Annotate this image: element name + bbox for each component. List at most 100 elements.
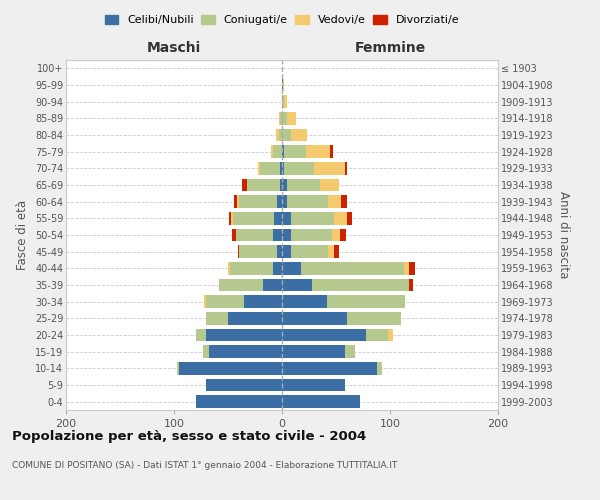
Bar — [239, 196, 277, 208]
Bar — [233, 212, 274, 224]
Text: Femmine: Femmine — [355, 41, 425, 55]
Bar — [228, 312, 282, 324]
Bar — [206, 329, 282, 341]
Bar — [263, 279, 282, 291]
Bar — [247, 179, 280, 192]
Text: COMUNE DI POSITANO (SA) - Dati ISTAT 1° gennaio 2004 - Elaborazione TUTTITALIA.I: COMUNE DI POSITANO (SA) - Dati ISTAT 1° … — [12, 460, 397, 469]
Bar — [279, 112, 280, 124]
Bar — [284, 96, 287, 108]
Bar — [179, 362, 282, 374]
Bar — [206, 312, 228, 324]
Bar — [340, 229, 346, 241]
Bar — [284, 162, 314, 174]
Bar — [206, 296, 244, 308]
Bar — [344, 346, 355, 358]
Bar — [287, 196, 328, 208]
Bar — [280, 179, 282, 192]
Text: Maschi: Maschi — [147, 41, 201, 55]
Bar — [301, 262, 404, 274]
Legend: Celibi/Nubili, Coniugati/e, Vedovi/e, Divorziati/e: Celibi/Nubili, Coniugati/e, Vedovi/e, Di… — [100, 10, 464, 30]
Bar — [231, 212, 233, 224]
Bar — [196, 329, 206, 341]
Bar — [282, 346, 344, 358]
Bar — [306, 146, 329, 158]
Bar — [280, 112, 282, 124]
Bar — [287, 112, 296, 124]
Bar — [282, 96, 284, 108]
Bar — [312, 279, 409, 291]
Bar — [239, 246, 277, 258]
Bar — [277, 246, 282, 258]
Bar — [347, 212, 352, 224]
Bar — [274, 229, 282, 241]
Bar — [274, 146, 282, 158]
Bar — [328, 296, 405, 308]
Bar — [377, 362, 382, 374]
Bar — [329, 146, 333, 158]
Bar — [277, 196, 282, 208]
Text: Popolazione per età, sesso e stato civile - 2004: Popolazione per età, sesso e stato civil… — [12, 430, 366, 443]
Bar — [287, 179, 320, 192]
Y-axis label: Fasce di età: Fasce di età — [16, 200, 29, 270]
Bar — [388, 329, 393, 341]
Bar — [282, 279, 312, 291]
Bar — [220, 279, 263, 291]
Bar — [282, 212, 290, 224]
Bar — [229, 212, 231, 224]
Bar — [282, 196, 287, 208]
Bar — [196, 396, 282, 408]
Bar — [260, 162, 280, 174]
Bar — [320, 179, 339, 192]
Bar — [236, 196, 239, 208]
Bar — [230, 262, 274, 274]
Bar — [282, 229, 290, 241]
Bar — [282, 396, 360, 408]
Bar — [236, 229, 274, 241]
Bar — [284, 146, 306, 158]
Bar — [290, 246, 328, 258]
Bar — [244, 296, 282, 308]
Bar — [258, 162, 260, 174]
Bar — [282, 262, 301, 274]
Bar — [282, 246, 290, 258]
Bar — [282, 146, 284, 158]
Bar — [366, 329, 388, 341]
Bar — [228, 262, 230, 274]
Bar — [290, 212, 334, 224]
Bar — [409, 279, 413, 291]
Bar — [404, 262, 409, 274]
Y-axis label: Anni di nascita: Anni di nascita — [557, 192, 570, 278]
Bar — [274, 212, 282, 224]
Bar — [282, 329, 366, 341]
Bar — [280, 162, 282, 174]
Bar — [314, 162, 344, 174]
Bar — [232, 229, 236, 241]
Bar — [282, 112, 287, 124]
Bar — [282, 179, 287, 192]
Bar — [271, 146, 274, 158]
Bar — [206, 379, 282, 391]
Bar — [290, 129, 307, 141]
Bar — [328, 196, 341, 208]
Bar — [204, 296, 206, 308]
Bar — [341, 196, 347, 208]
Bar — [209, 346, 282, 358]
Bar — [282, 162, 284, 174]
Bar — [274, 262, 282, 274]
Bar — [282, 362, 377, 374]
Bar — [235, 196, 236, 208]
Bar — [275, 129, 279, 141]
Bar — [328, 246, 334, 258]
Bar — [332, 229, 340, 241]
Bar — [238, 246, 239, 258]
Bar — [283, 79, 284, 92]
Bar — [279, 129, 282, 141]
Bar — [242, 179, 247, 192]
Bar — [334, 212, 347, 224]
Bar — [282, 79, 283, 92]
Bar — [282, 379, 344, 391]
Bar — [409, 262, 415, 274]
Bar — [344, 162, 347, 174]
Bar — [334, 246, 339, 258]
Bar — [282, 129, 290, 141]
